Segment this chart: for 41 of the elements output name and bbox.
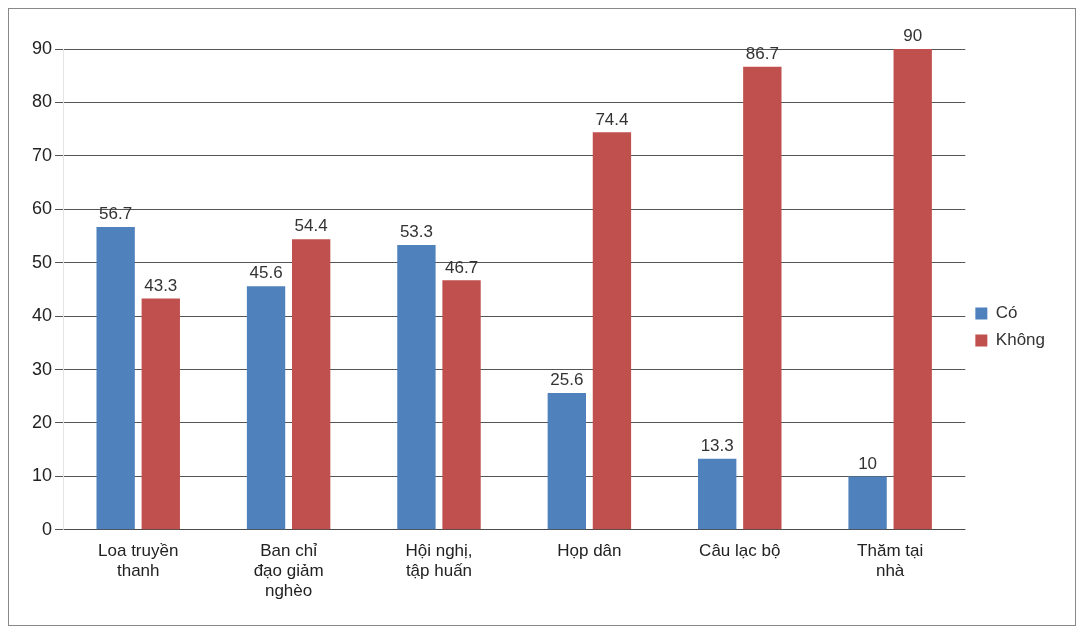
legend-label: Có (995, 303, 1018, 323)
bar (442, 280, 481, 530)
y-tick-label: 40 (31, 305, 53, 326)
x-tick-label: Câu lạc bộ (699, 540, 781, 560)
y-tick-label: 20 (31, 411, 53, 432)
data-label: 56.7 (99, 204, 133, 224)
y-tick-label: 30 (31, 358, 53, 379)
bar (246, 286, 286, 530)
y-tick-label: 10 (31, 465, 53, 486)
legend-label: Không (995, 330, 1046, 350)
bar (592, 132, 632, 530)
data-label: 46.7 (445, 257, 479, 277)
x-tick-label: Ban chỉ đạo giảm nghèo (253, 540, 324, 601)
y-tick-label: 80 (31, 91, 53, 112)
y-tick-label: 60 (31, 198, 53, 219)
data-label: 43.3 (144, 275, 178, 295)
data-label: 90 (903, 26, 923, 46)
x-tick-label: Họp dân (557, 540, 622, 560)
data-label: 54.4 (294, 216, 328, 236)
data-label: 13.3 (700, 435, 734, 455)
bar (698, 458, 737, 530)
x-tick-label: Loa truyền thanh (98, 540, 179, 581)
y-tick-label: 0 (42, 518, 53, 539)
x-tick-label: Thăm tại nhà (857, 540, 924, 581)
y-tick-label: 50 (31, 251, 53, 272)
bar (547, 393, 586, 530)
y-tick-label: 90 (31, 37, 53, 58)
bar (291, 239, 331, 530)
data-label: 74.4 (595, 109, 629, 129)
bar (848, 476, 887, 530)
bar (96, 226, 135, 530)
bar (743, 66, 782, 530)
data-label: 10 (858, 453, 878, 473)
bar (893, 49, 932, 530)
data-label: 45.6 (249, 263, 283, 283)
data-label: 53.3 (399, 222, 433, 242)
bar (141, 298, 180, 530)
x-tick-label: Hội nghị, tập huấn (405, 540, 473, 581)
data-label: 25.6 (550, 370, 584, 390)
y-tick-label: 70 (31, 144, 53, 165)
bar (397, 245, 436, 530)
